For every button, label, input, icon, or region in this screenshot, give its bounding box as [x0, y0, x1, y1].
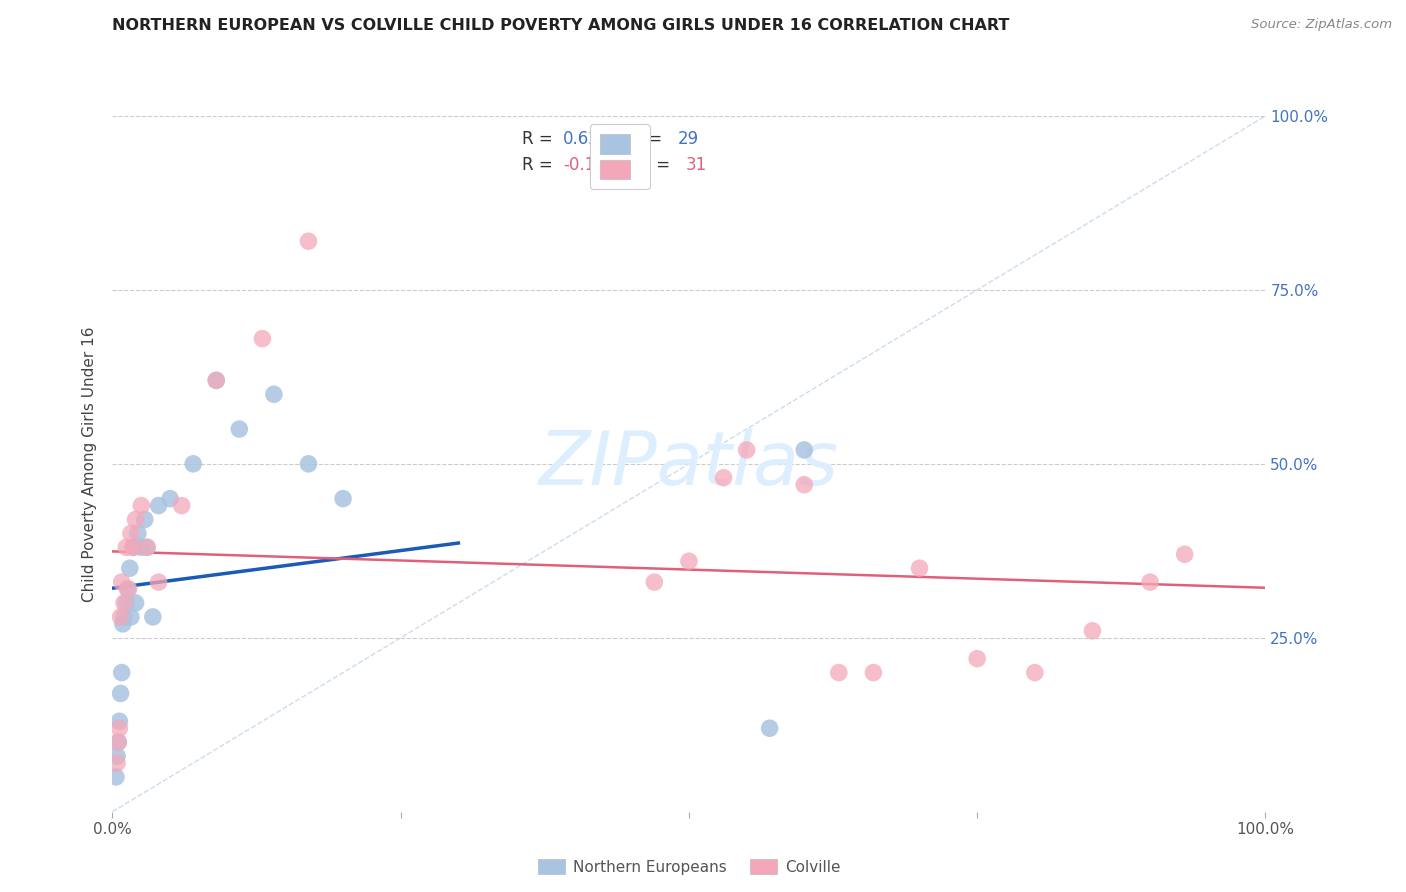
Point — [124, 596, 146, 610]
Text: N =: N = — [620, 130, 666, 148]
Point — [228, 422, 250, 436]
Point — [1024, 665, 1046, 680]
Point — [966, 651, 988, 665]
Point — [105, 749, 128, 764]
Point — [136, 541, 159, 555]
Point — [127, 526, 149, 541]
Point — [107, 735, 129, 749]
Point — [111, 616, 134, 631]
Point — [159, 491, 181, 506]
Point — [1174, 547, 1197, 561]
Point — [252, 332, 274, 346]
Point — [118, 561, 141, 575]
Point — [124, 512, 146, 526]
Point — [129, 541, 153, 555]
Point — [793, 477, 815, 491]
Point — [1081, 624, 1104, 638]
Text: ZIPatlas: ZIPatlas — [538, 428, 839, 500]
Point — [134, 512, 156, 526]
Legend: Northern Europeans, Colville: Northern Europeans, Colville — [531, 853, 846, 880]
Point — [117, 582, 139, 596]
Point — [112, 596, 135, 610]
Y-axis label: Child Poverty Among Girls Under 16: Child Poverty Among Girls Under 16 — [82, 326, 97, 601]
Text: R =: R = — [522, 130, 558, 148]
Point — [111, 575, 134, 590]
Point — [120, 526, 142, 541]
Point — [297, 234, 319, 248]
Point — [110, 610, 132, 624]
Text: 31: 31 — [686, 156, 707, 174]
Point — [908, 561, 931, 575]
Point — [136, 541, 159, 555]
Point — [108, 721, 131, 735]
Point — [110, 686, 132, 700]
Point — [828, 665, 851, 680]
Point — [148, 575, 170, 590]
Point — [1139, 575, 1161, 590]
Text: Source: ZipAtlas.com: Source: ZipAtlas.com — [1251, 18, 1392, 31]
Point — [111, 665, 134, 680]
Point — [332, 491, 354, 506]
Point — [104, 770, 127, 784]
Point — [108, 714, 131, 729]
Point — [170, 499, 193, 513]
Point — [205, 373, 228, 387]
Point — [735, 442, 758, 457]
Point — [758, 721, 780, 735]
Text: 29: 29 — [678, 130, 699, 148]
Point — [148, 499, 170, 513]
Point — [117, 582, 139, 596]
Point — [112, 610, 135, 624]
Point — [120, 610, 142, 624]
Point — [142, 610, 165, 624]
Point — [713, 471, 735, 485]
Point — [678, 554, 700, 568]
Point — [107, 735, 129, 749]
Text: 0.627: 0.627 — [564, 130, 610, 148]
Point — [297, 457, 319, 471]
Point — [129, 499, 153, 513]
Point — [122, 541, 145, 555]
Point — [115, 596, 138, 610]
Point — [122, 541, 145, 555]
Point — [181, 457, 204, 471]
Point — [105, 756, 128, 770]
Text: NORTHERN EUROPEAN VS COLVILLE CHILD POVERTY AMONG GIRLS UNDER 16 CORRELATION CHA: NORTHERN EUROPEAN VS COLVILLE CHILD POVE… — [112, 18, 1010, 33]
Text: R =: R = — [522, 156, 558, 174]
Text: N =: N = — [628, 156, 675, 174]
Point — [115, 541, 138, 555]
Point — [205, 373, 228, 387]
Text: -0.102: -0.102 — [564, 156, 617, 174]
Point — [263, 387, 285, 401]
Point — [862, 665, 884, 680]
Point — [643, 575, 665, 590]
Point — [793, 442, 815, 457]
